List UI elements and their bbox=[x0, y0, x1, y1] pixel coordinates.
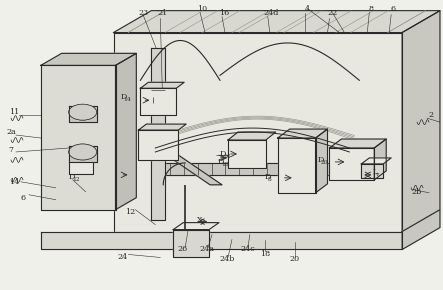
Text: 12: 12 bbox=[72, 177, 80, 182]
Text: 22: 22 bbox=[327, 9, 338, 17]
Text: 18: 18 bbox=[221, 162, 229, 167]
Ellipse shape bbox=[69, 144, 97, 160]
Polygon shape bbox=[278, 138, 315, 193]
Polygon shape bbox=[173, 230, 209, 258]
Text: 6: 6 bbox=[20, 194, 26, 202]
Text: 2: 2 bbox=[428, 111, 434, 119]
Polygon shape bbox=[69, 106, 97, 122]
Polygon shape bbox=[361, 158, 391, 164]
Polygon shape bbox=[402, 11, 440, 232]
Text: 2a: 2a bbox=[6, 128, 16, 136]
Text: 21: 21 bbox=[157, 9, 167, 17]
Ellipse shape bbox=[69, 104, 97, 120]
Text: 6: 6 bbox=[391, 5, 396, 13]
Text: 24: 24 bbox=[117, 253, 128, 262]
Text: 26: 26 bbox=[177, 246, 187, 253]
Text: 24d: 24d bbox=[263, 9, 279, 17]
Ellipse shape bbox=[69, 104, 97, 120]
Text: 24a: 24a bbox=[199, 246, 214, 253]
Polygon shape bbox=[228, 132, 276, 140]
Polygon shape bbox=[155, 163, 359, 175]
Text: D: D bbox=[318, 156, 324, 164]
Polygon shape bbox=[361, 164, 383, 178]
Polygon shape bbox=[140, 82, 184, 88]
Text: 18: 18 bbox=[260, 251, 270, 258]
Text: 24c: 24c bbox=[241, 246, 255, 253]
Polygon shape bbox=[228, 140, 266, 168]
Text: 23: 23 bbox=[138, 9, 148, 17]
Polygon shape bbox=[138, 124, 186, 130]
Polygon shape bbox=[41, 53, 136, 65]
Text: D: D bbox=[218, 158, 225, 166]
Polygon shape bbox=[330, 148, 374, 180]
Polygon shape bbox=[315, 129, 327, 193]
Polygon shape bbox=[359, 154, 371, 175]
Text: D: D bbox=[220, 150, 226, 158]
Text: 11: 11 bbox=[9, 108, 19, 116]
Polygon shape bbox=[374, 139, 386, 180]
Text: 8: 8 bbox=[268, 177, 272, 182]
Polygon shape bbox=[116, 53, 136, 210]
Text: v: v bbox=[376, 172, 379, 177]
Text: D: D bbox=[265, 173, 271, 181]
Polygon shape bbox=[152, 48, 165, 220]
Text: 24b: 24b bbox=[219, 255, 235, 263]
Text: X: X bbox=[198, 216, 203, 224]
Polygon shape bbox=[140, 88, 176, 115]
Text: 16: 16 bbox=[223, 154, 231, 159]
Polygon shape bbox=[113, 32, 402, 232]
Polygon shape bbox=[69, 146, 97, 162]
Polygon shape bbox=[41, 232, 402, 249]
Polygon shape bbox=[330, 139, 386, 148]
Ellipse shape bbox=[69, 144, 97, 160]
Text: 8: 8 bbox=[369, 5, 374, 13]
Text: 14: 14 bbox=[124, 97, 132, 102]
Polygon shape bbox=[173, 223, 219, 230]
Text: L: L bbox=[372, 168, 377, 176]
Polygon shape bbox=[69, 162, 93, 174]
Text: 14: 14 bbox=[9, 178, 19, 186]
Text: 10: 10 bbox=[197, 5, 207, 13]
Polygon shape bbox=[278, 129, 327, 138]
Text: 12: 12 bbox=[125, 208, 136, 216]
Text: 20: 20 bbox=[321, 160, 328, 165]
Text: 7: 7 bbox=[8, 146, 14, 154]
Polygon shape bbox=[113, 11, 440, 32]
Text: D: D bbox=[69, 173, 75, 181]
Text: D: D bbox=[120, 93, 127, 101]
Text: 2b: 2b bbox=[412, 188, 422, 196]
Text: 16: 16 bbox=[219, 9, 229, 17]
Text: 20: 20 bbox=[290, 255, 300, 263]
Polygon shape bbox=[402, 210, 440, 249]
Text: 4: 4 bbox=[305, 5, 310, 13]
Polygon shape bbox=[138, 130, 178, 160]
Polygon shape bbox=[166, 155, 222, 185]
Polygon shape bbox=[41, 65, 116, 210]
